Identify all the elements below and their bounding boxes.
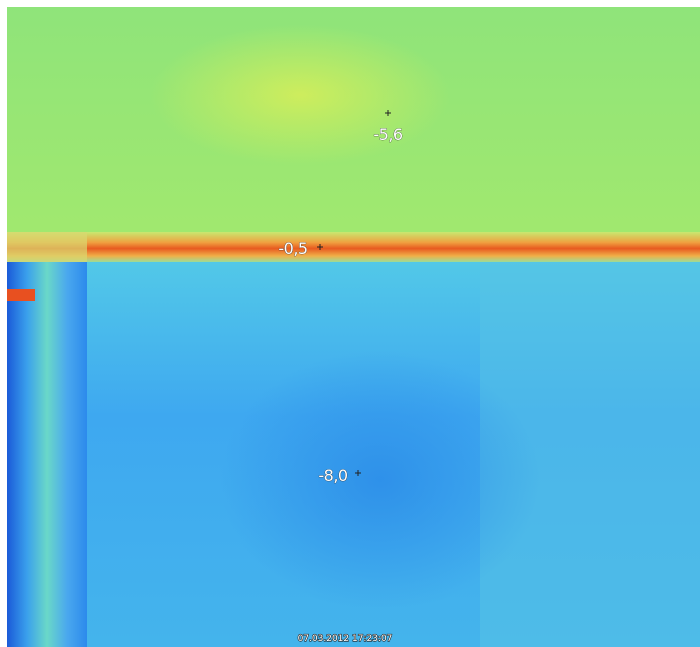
timestamp: 07.03.2012 17:23:07: [298, 634, 393, 644]
stripe-left: [7, 232, 87, 262]
reading: -8,0: [318, 466, 348, 485]
hot-edge: [7, 289, 35, 301]
warm-stripe: [7, 232, 700, 262]
thermal-image: -5,6 -0,5 -8,0 07.03.2012 17:23:07: [0, 0, 700, 647]
cold-spot: [220, 350, 540, 610]
reading: -0,5: [278, 239, 307, 258]
left-post: [7, 262, 87, 647]
reading: -5,6: [373, 125, 403, 144]
warm-spot: [150, 25, 450, 165]
